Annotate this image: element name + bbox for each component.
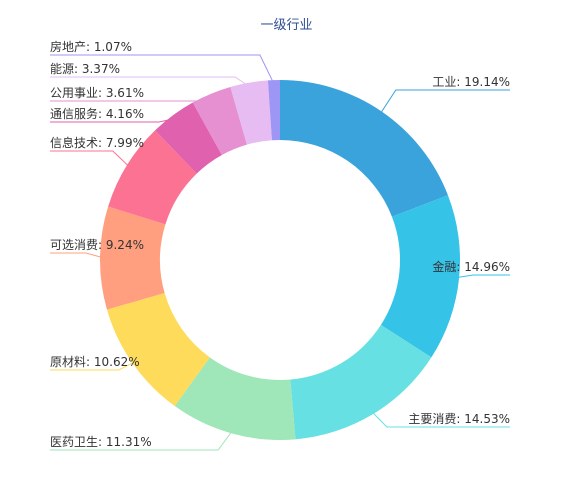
label-line-4 <box>50 360 137 371</box>
label-line-2 <box>370 410 510 428</box>
slice-7[interactable] <box>155 102 222 174</box>
slice-label-8: 公用事业: 3.61% <box>50 86 144 100</box>
label-line-8 <box>50 96 213 102</box>
slices <box>99 80 461 440</box>
slice-10[interactable] <box>267 80 280 141</box>
slice-label-10: 房地产: 1.07% <box>50 39 132 54</box>
label-line-0 <box>379 89 510 116</box>
label-lines <box>50 54 510 451</box>
slice-label-0: 工业: 19.14% <box>432 75 510 89</box>
slice-4[interactable] <box>106 293 210 407</box>
label-line-3 <box>50 429 234 451</box>
label-line-6 <box>50 150 131 168</box>
label-line-1 <box>455 274 510 279</box>
label-line-9 <box>50 76 250 88</box>
label-line-7 <box>50 117 176 123</box>
slice-label-7: 通信服务: 4.16% <box>50 106 144 121</box>
slice-label-3: 医药卫生: 11.31% <box>50 435 152 449</box>
chart-title: 一级行业 <box>260 18 313 33</box>
slice-label-1: 金融: 14.96% <box>432 259 510 274</box>
slice-label-2: 主要消费: 14.53% <box>408 412 510 426</box>
labels: 工业: 19.14% 金融: 14.96% 主要消费: 14.53% 医药卫生: 11… <box>50 39 510 449</box>
label-line-10 <box>50 54 275 85</box>
slice-5[interactable] <box>99 206 166 310</box>
slice-label-4: 原材料: 10.62% <box>50 355 140 369</box>
slice-3[interactable] <box>174 357 296 440</box>
slice-8[interactable] <box>192 86 247 156</box>
slice-9[interactable] <box>230 80 272 145</box>
slice-6[interactable] <box>108 130 197 225</box>
slice-1[interactable] <box>380 195 461 358</box>
label-line-5 <box>50 252 105 259</box>
slice-2[interactable] <box>290 324 432 440</box>
slice-label-5: 可选消费: 9.24% <box>50 238 144 252</box>
slice-label-6: 信息技术: 7.99% <box>50 135 144 150</box>
slice-0[interactable] <box>280 80 448 217</box>
slice-label-9: 能源: 3.37% <box>50 62 120 76</box>
